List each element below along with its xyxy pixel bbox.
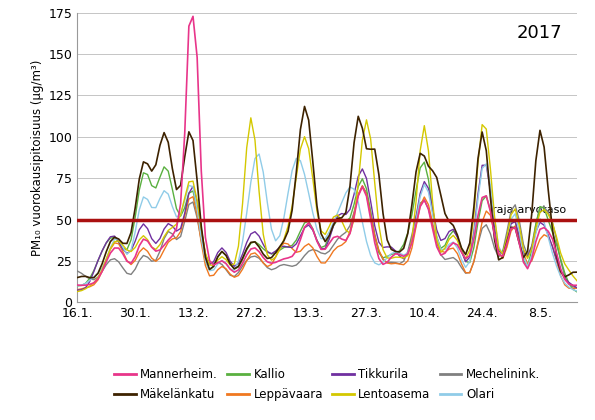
Text: raja-arvotaso: raja-arvotaso [492,205,566,215]
Y-axis label: PM₁₀ vuorokausipitoisuus (μg/m³): PM₁₀ vuorokausipitoisuus (μg/m³) [32,59,45,256]
Legend: Mannerheim., Mäkelänkatu, Kallio, Leppävaara, Tikkurila, Lentoasema, Mechelinink: Mannerheim., Mäkelänkatu, Kallio, Leppäv… [109,363,545,406]
Text: 2017: 2017 [516,24,562,42]
